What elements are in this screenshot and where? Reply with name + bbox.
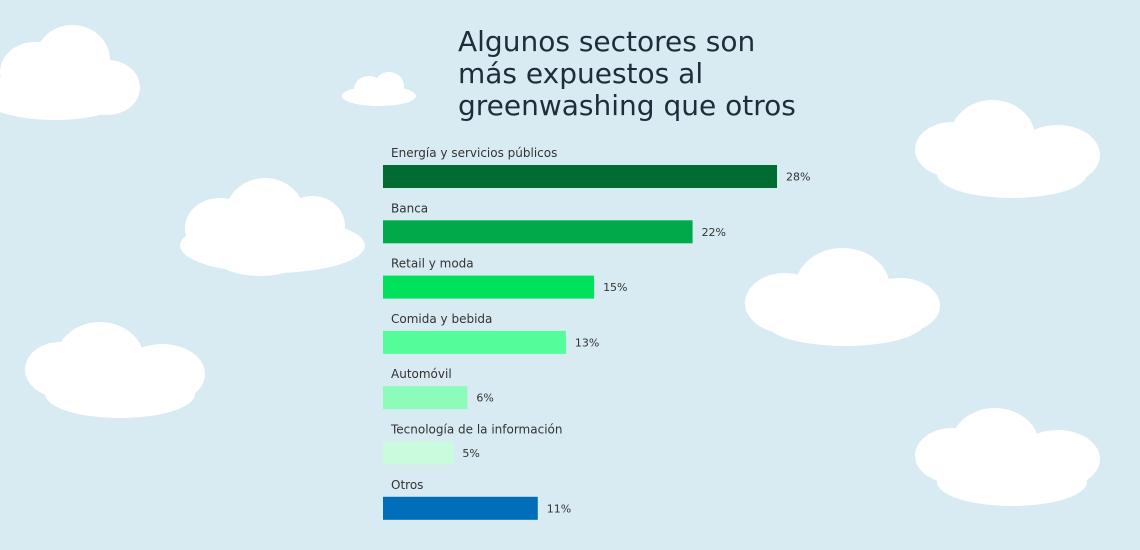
category-label: Automóvil <box>391 367 452 381</box>
bar <box>383 496 538 520</box>
chart-title: Algunos sectores son más expuestos al gr… <box>458 26 878 122</box>
bar <box>383 386 468 410</box>
value-label: 15% <box>603 281 627 294</box>
value-label: 13% <box>575 336 599 349</box>
cloud-small-top <box>342 72 417 108</box>
value-label: 11% <box>547 502 571 515</box>
cloud-top-right <box>915 100 1105 200</box>
chart-title-line-3: greenwashing que otros <box>458 89 796 122</box>
value-label: 28% <box>786 171 810 184</box>
chart-title-line-1: Algunos sectores son <box>458 25 756 58</box>
bar <box>383 275 595 299</box>
cloud-mid-right <box>745 248 945 348</box>
chart-title-line-2: más expuestos al <box>458 57 704 90</box>
bar <box>383 220 693 244</box>
cloud-mid-left <box>180 178 370 278</box>
cloud-bottom-left <box>25 322 215 422</box>
category-label: Banca <box>391 201 428 215</box>
cloud-bottom-right <box>915 408 1105 508</box>
category-label: Retail y moda <box>391 257 474 271</box>
value-label: 22% <box>702 226 726 239</box>
cloud-top-left <box>0 25 150 125</box>
bar <box>383 330 566 354</box>
category-label: Energía y servicios públicos <box>391 146 557 160</box>
category-label: Otros <box>391 478 423 492</box>
category-label: Tecnología de la información <box>390 423 562 437</box>
category-label: Comida y bebida <box>391 312 492 326</box>
value-label: 6% <box>476 392 493 405</box>
bar <box>383 165 777 188</box>
bar <box>383 441 454 465</box>
value-label: 5% <box>462 447 479 460</box>
